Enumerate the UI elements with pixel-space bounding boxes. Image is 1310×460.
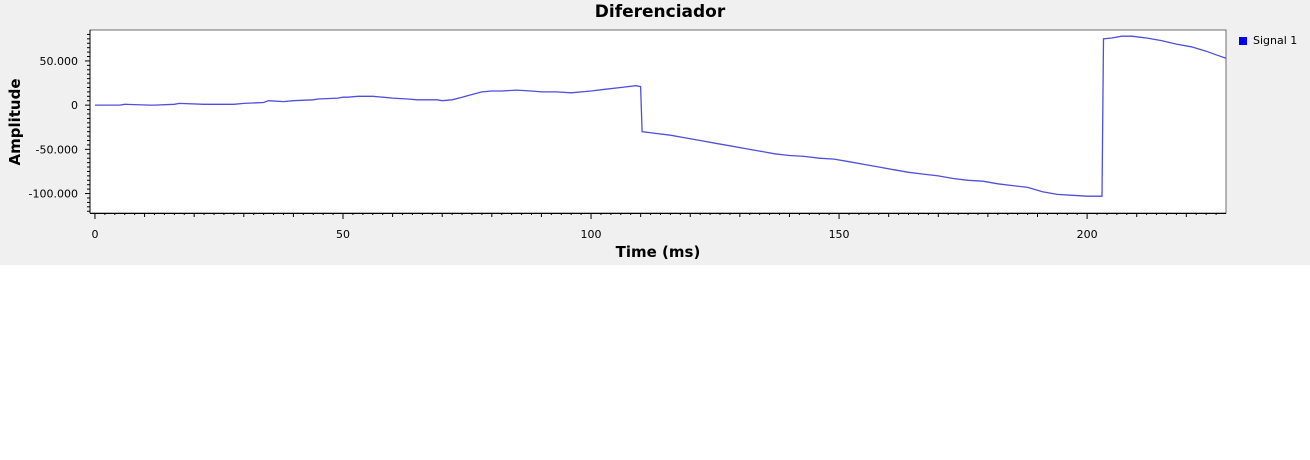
x-tick-label: 100 — [581, 228, 602, 241]
y-tick-label: 0 — [71, 99, 78, 112]
y-tick-label: -50.000 — [36, 143, 78, 156]
x-axis-title: Time (ms) — [616, 243, 701, 261]
y-tick-label: 50.000 — [40, 55, 79, 68]
x-tick-label: 200 — [1077, 228, 1098, 241]
x-tick-label: 150 — [829, 228, 850, 241]
plot-area — [89, 29, 1227, 214]
legend-label-signal-1: Signal 1 — [1253, 34, 1298, 47]
x-axis-ticks: 0 50 100 150 200 — [91, 213, 1217, 241]
series-line-signal-1 — [95, 35, 1227, 197]
chart-svg: 50.000 0 -50.000 -100.000 0 50 100 150 200 Time… — [6, 29, 1227, 261]
y-axis-ticks: 50.000 0 -50.000 -100.000 — [29, 33, 90, 212]
x-tick-label: 50 — [336, 228, 350, 241]
chart-panel: Diferenciador 50.000 0 -50.000 -100.000 0 50… — [0, 0, 1310, 265]
y-tick-label: -100.000 — [29, 188, 78, 201]
legend: Signal 1 — [1239, 34, 1297, 47]
chart-title: Diferenciador — [594, 2, 726, 22]
x-tick-label: 0 — [91, 228, 98, 241]
legend-swatch-signal-1 — [1239, 36, 1247, 45]
y-axis-title: Amplitude — [6, 78, 24, 165]
